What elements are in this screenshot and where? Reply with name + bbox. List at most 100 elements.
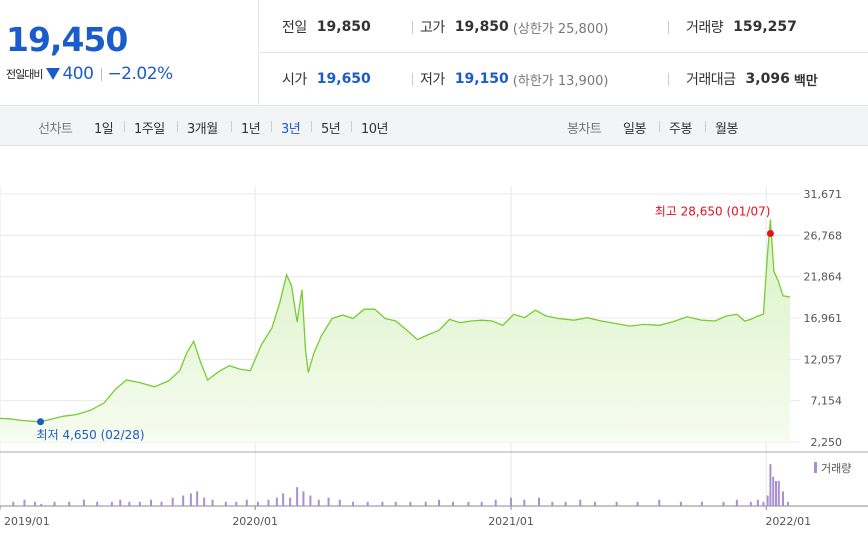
y-tick-label: 7,154	[811, 395, 843, 408]
down-arrow-icon	[46, 68, 61, 80]
max-annotation: 최고 28,650 (01/07)	[655, 204, 771, 218]
period-1y[interactable]: 1년	[241, 122, 261, 137]
open-label: 시가	[282, 72, 307, 88]
volume-bar	[409, 501, 412, 506]
price-box: 19,450 전일대비 400 −2.02%	[0, 0, 259, 106]
volume-bar	[756, 499, 759, 506]
volume-bar	[171, 497, 174, 506]
turnover-value: 3,096	[745, 71, 790, 87]
period-1w[interactable]: 1주일	[134, 122, 165, 137]
y-tick-label: 31,671	[804, 188, 843, 201]
row-divider	[260, 52, 868, 53]
turnover-cell: 거래대금 3,096 백만	[686, 68, 818, 90]
period-separator	[659, 121, 660, 132]
candle-daily[interactable]: 일봉	[623, 122, 646, 137]
volume-bar	[296, 487, 299, 506]
volume-bar	[394, 501, 397, 506]
current-price: 19,450	[6, 20, 128, 59]
prev-close-cell: 전일 19,850	[282, 16, 371, 38]
volume-bar	[33, 501, 36, 506]
upper-limit: (상한가 25,800)	[512, 21, 609, 37]
volume-bar	[302, 491, 305, 506]
volume-bar	[700, 501, 703, 506]
volume-bar	[438, 499, 441, 506]
x-tick-label: 2022/01	[765, 515, 811, 528]
period-separator	[124, 121, 125, 132]
volume-bar	[775, 480, 778, 506]
volume-bar	[722, 501, 725, 506]
volume-bar	[282, 493, 285, 506]
period-separator	[311, 121, 312, 132]
volume-legend-label: 거래량	[821, 462, 851, 475]
price-chart: 31,671 26,768 21,864 16,961 12,057 7,154 2,250…	[0, 146, 868, 538]
period-separator	[705, 121, 706, 132]
quote-summary: 19,450 전일대비 400 −2.02% 전일 19,850 고가 19,8…	[0, 0, 868, 106]
volume-bar	[82, 499, 85, 506]
volume-bar	[53, 501, 56, 506]
volume-bar	[749, 501, 752, 506]
volume-bar	[327, 497, 330, 506]
volume-bar	[772, 476, 775, 506]
volume-bar	[352, 501, 355, 506]
y-tick-label: 12,057	[804, 353, 843, 366]
volume-bar	[309, 495, 312, 506]
line-chart-label: 선차트	[38, 122, 73, 137]
period-3m[interactable]: 3개월	[187, 122, 218, 137]
volume-bar	[189, 493, 192, 506]
volume-bar	[196, 491, 199, 506]
period-1d[interactable]: 1일	[94, 122, 114, 137]
volume-bar	[636, 501, 639, 506]
candle-weekly[interactable]: 주봉	[669, 122, 692, 137]
volume-bar	[769, 464, 772, 506]
volume-bar	[267, 499, 270, 506]
period-separator	[351, 121, 352, 132]
volume-bar	[256, 501, 259, 506]
volume-bar	[12, 501, 15, 506]
open-cell: 시가 19,650	[282, 68, 371, 90]
change-label: 전일대비	[6, 68, 43, 81]
volume-bar	[658, 499, 661, 506]
volume-bar	[615, 501, 618, 506]
prev-close-value: 19,850	[316, 19, 371, 35]
volume-bar	[564, 501, 567, 506]
volume-bar	[224, 501, 227, 506]
volume-bar	[510, 497, 513, 506]
period-5y[interactable]: 5년	[321, 122, 341, 137]
volume-label: 거래량	[686, 20, 724, 36]
volume-bar	[275, 497, 278, 506]
high-value: 19,850	[454, 19, 509, 35]
y-tick-label: 16,961	[804, 312, 843, 325]
volume-bar	[494, 499, 497, 506]
volume-bar	[160, 501, 163, 506]
volume-bar	[182, 495, 185, 506]
volume-bar	[762, 501, 765, 506]
turnover-label: 거래대금	[686, 72, 736, 88]
prev-close-label: 전일	[282, 20, 307, 36]
volume-bar	[245, 499, 248, 506]
change-percent: −2.02%	[107, 64, 173, 84]
period-10y[interactable]: 10년	[361, 122, 389, 137]
volume-bar	[203, 497, 206, 506]
volume-bar	[777, 480, 780, 506]
candle-monthly[interactable]: 월봉	[715, 122, 738, 137]
volume-bar	[138, 501, 141, 506]
cell-divider	[412, 73, 413, 86]
volume-bar	[538, 497, 541, 506]
volume-bar	[480, 501, 483, 506]
candle-chart-label: 봉차트	[567, 122, 602, 137]
volume-bar	[68, 501, 71, 506]
volume-legend-swatch	[814, 462, 817, 473]
volume-bar	[317, 499, 320, 506]
chart-canvas: 31,671 26,768 21,864 16,961 12,057 7,154 2,250…	[0, 186, 868, 528]
volume-bar	[735, 499, 738, 506]
period-separator	[231, 121, 232, 132]
volume-bar	[110, 501, 113, 506]
volume-bar	[782, 491, 785, 506]
x-tick-label: 2019/01	[4, 515, 50, 528]
volume-cell: 거래량 159,257	[686, 16, 797, 38]
y-tick-label: 2,250	[811, 436, 843, 449]
change-amount: 400	[62, 64, 94, 84]
period-3y[interactable]: 3년	[281, 122, 301, 137]
volume-bar	[766, 495, 769, 506]
min-annotation: 최저 4,650 (02/28)	[37, 428, 145, 442]
